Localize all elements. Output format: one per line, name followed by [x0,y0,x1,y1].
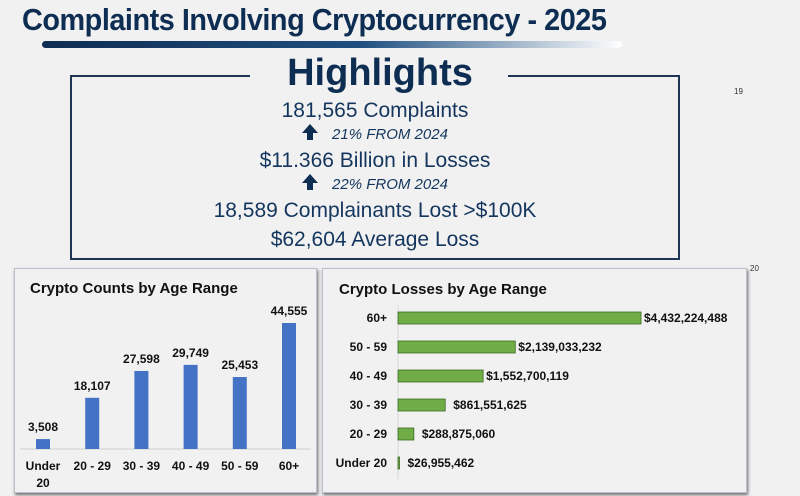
arrow-up-icon [302,174,319,190]
bar-40-49 [183,364,198,449]
counts-chart-title: Crypto Counts by Age Range [30,280,238,297]
category-label: 20 - 29 [74,459,112,473]
losses-chart-title: Crypto Losses by Age Range [339,281,547,298]
bar-Under20 [397,456,400,470]
data-label: $861,551,625 [453,398,527,412]
category-label: 30 - 39 [350,398,388,412]
category-label: 40 - 49 [350,369,388,383]
complaints-change: 21% FROM 2024 [332,126,448,143]
average-loss: $62,604 Average Loss [270,228,480,251]
data-label: 29,749 [172,346,209,360]
arrow-up-icon [302,124,319,140]
data-label: $26,955,462 [407,456,474,470]
category-label: 20 - 29 [350,427,388,441]
bar-20-29 [397,427,415,441]
category-label: Under [26,459,61,473]
data-label: $2,139,033,232 [518,340,602,354]
highlights-border-right [508,75,680,77]
category-label: 40 - 49 [172,459,210,473]
data-label: 25,453 [221,358,258,372]
bar-50-59 [232,377,247,449]
page-number: 19 [734,87,743,96]
bar-30-39 [397,398,446,412]
category-label: 50 - 59 [350,340,388,354]
page-number: 20 [750,264,759,273]
bar-20-29 [85,397,100,449]
complaints-count: 181,565 Complaints [281,99,469,122]
total-losses: $11.366 Billion in Losses [259,149,491,172]
bar-Under20 [36,439,50,449]
complainants-over-100k: 18,589 Complainants Lost >$100K [213,199,537,222]
losses-chart: 60+ $4,432,224,488 50 - 59 $2,139,033,232 40… [336,305,728,479]
category-label: 60+ [367,311,387,325]
slide-title: Complaints Involving Cryptocurrency - 20… [22,2,607,37]
highlights-border-left [70,75,250,77]
category-label: Under 20 [336,456,388,470]
category-label: 50 - 59 [221,459,259,473]
category-label: 30 - 39 [123,459,161,473]
data-label: 27,598 [123,352,160,366]
data-label: $1,552,700,119 [486,369,569,383]
counts-chart-panel: Crypto Counts by Age Range 3,508 Under 20 1… [14,268,317,493]
bar-60+ [282,323,296,449]
data-label: $288,875,060 [422,427,496,441]
highlights-heading: Highlights [287,52,473,94]
bar-60+ [397,311,642,325]
bar-50-59 [397,340,516,354]
data-label: $4,432,224,488 [644,311,728,325]
counts-chart: 3,508 Under 20 18,107 20 - 29 27,598 30 - 39 29… [20,304,311,490]
bar-30-39 [134,370,149,449]
title-underline [42,41,622,48]
data-label: 18,107 [74,379,111,393]
data-label: 3,508 [28,420,58,434]
losses-change: 22% FROM 2024 [332,176,448,193]
losses-chart-panel: Crypto Losses by Age Range 60+ $4,432,224… [322,268,747,493]
data-label: 44,555 [271,304,308,318]
category-label: 60+ [279,459,299,473]
bar-40-49 [397,369,484,383]
highlights-box [70,75,680,260]
category-label: 20 [36,476,50,490]
